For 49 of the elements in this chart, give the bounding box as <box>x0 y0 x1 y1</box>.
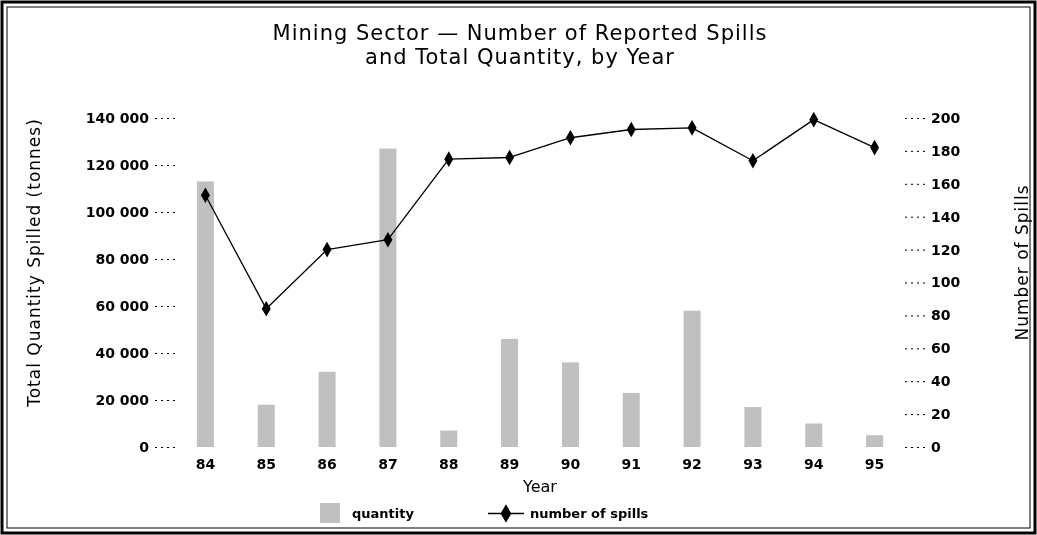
y2-tick-label: 20 <box>931 406 951 423</box>
y-tick-label: 100 000 <box>85 203 150 220</box>
x-tick-label: 94 <box>804 455 824 472</box>
x-tick-label: 88 <box>439 455 459 472</box>
y-tick-label: 0 <box>139 438 150 455</box>
bar <box>622 392 640 447</box>
x-axis-title: Year <box>522 477 558 496</box>
bar <box>440 430 458 447</box>
y2-tick-label: 160 <box>931 175 961 192</box>
bar <box>866 435 884 447</box>
x-tick-label: 87 <box>378 455 398 472</box>
x-tick-label: 90 <box>560 455 581 472</box>
y2-tick-label: 40 <box>931 373 951 390</box>
y2-tick-label: 80 <box>931 307 951 324</box>
bar <box>318 371 336 447</box>
legend-label: number of spills <box>529 506 649 521</box>
y2-tick-label: 60 <box>931 340 951 357</box>
y-tick-label: 140 000 <box>85 109 150 126</box>
y2-tick-label: 140 <box>931 208 961 225</box>
x-tick-label: 84 <box>195 455 216 472</box>
y-tick-label: 120 000 <box>85 156 150 173</box>
y-tick-label: 80 000 <box>95 250 150 267</box>
y2-tick-label: 0 <box>931 438 941 455</box>
x-tick-label: 92 <box>682 455 702 472</box>
x-tick-label: 95 <box>864 455 885 472</box>
y-tick-label: 20 000 <box>95 391 150 408</box>
bar <box>501 338 519 447</box>
y2-tick-label: 180 <box>931 142 961 159</box>
y-axis-title: Total Quantity Spilled (tonnes) <box>24 118 44 408</box>
y-tick-label: 40 000 <box>95 344 150 361</box>
bar <box>257 404 275 447</box>
bar <box>379 148 397 447</box>
x-tick-label: 86 <box>317 455 337 472</box>
y2-axis-title: Number of Spills <box>1012 184 1032 341</box>
x-tick-label: 91 <box>621 455 641 472</box>
bar <box>196 181 214 447</box>
chart-title: Mining Sector — Number of Reported Spills and Total Quantity, by Year <box>272 21 768 69</box>
x-tick-label: 89 <box>499 455 520 472</box>
bar <box>744 407 762 447</box>
x-tick-label: 85 <box>256 455 276 472</box>
legend-label: quantity <box>352 506 415 521</box>
y2-tick-label: 200 <box>931 109 961 126</box>
y2-tick-label: 100 <box>931 274 961 291</box>
x-tick-label: 93 <box>743 455 763 472</box>
bar <box>805 423 823 447</box>
bar <box>683 310 701 447</box>
y2-tick-label: 120 <box>931 241 961 258</box>
y-tick-label: 60 000 <box>95 297 150 314</box>
bar <box>561 362 579 447</box>
